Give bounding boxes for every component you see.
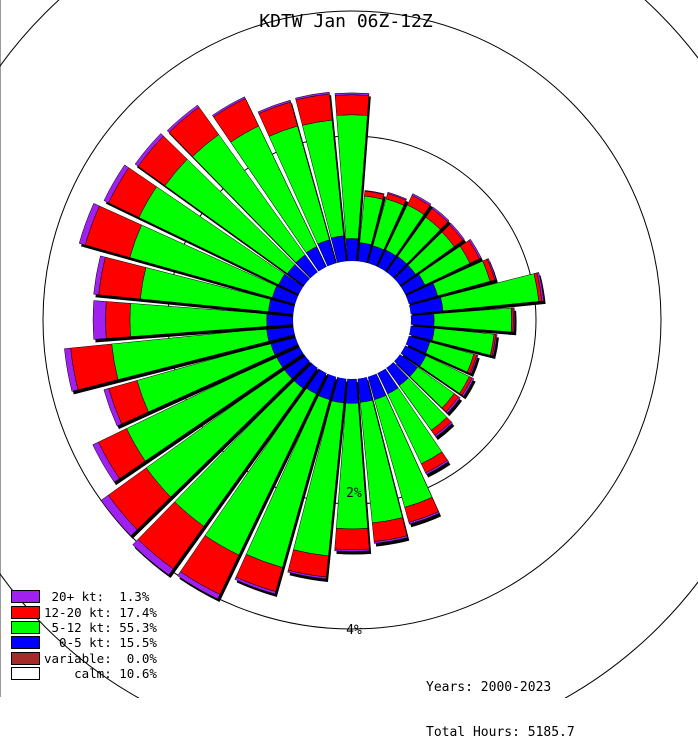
legend-label-20plus: 20+ kt: 1.3% [44,589,150,605]
bar-270-20-kt [92,300,107,340]
bar-170-20-kt [373,535,408,544]
bar-30-20-kt [411,193,432,207]
bar-220-20-kt [132,539,174,576]
bar-140-20-kt [434,421,453,438]
bar-80-20-kt [536,272,545,302]
legend-item-5-12: 5-12 kt: 55.3% [11,620,157,635]
bar-90-20-kt [512,307,515,333]
legend-label-0-5: 0-5 kt: 15.5% [44,635,157,651]
bar-180-20-kt [334,548,370,552]
ring-label-2pct: 2% [346,486,362,501]
ring-4pct [42,10,662,630]
bar-230-20-kt [100,494,138,537]
bar-160-20-kt [408,511,440,525]
legend-label-calm: calm: 10.6% [44,666,157,682]
ring-label-4pct: 4% [346,623,362,638]
bar-340-20-kt [257,99,292,114]
legend-swatch-12-20 [11,605,40,619]
legend-swatch-variable [11,651,40,665]
bar-310-20-kt [134,133,164,167]
bar-150-20-kt [425,459,449,475]
legend-label-12-20: 12-20 kt: 17.4% [44,604,157,620]
bar-130-20-kt [445,396,461,414]
bar-240-20-kt [92,441,120,483]
bar-270-12-20-kt [105,301,131,339]
bar-210-20-kt [177,571,221,600]
legend-swatch-5-12 [11,620,40,634]
bar-10-20-kt [364,190,385,195]
bar-200-20-kt [234,576,276,595]
bar-60-20-kt [468,238,482,259]
legend-label-variable: variable: 0.0% [44,650,157,666]
chart-title: KDTW Jan 06Z-12Z [259,11,433,32]
bar-70-20-kt [486,258,497,281]
bar-280-12-20-kt [98,256,147,300]
legend-label-5-12: 5-12 kt: 55.3% [44,619,157,635]
legend: 20+ kt: 1.3% 12-20 kt: 17.4% 5-12 kt: 55… [11,589,157,681]
bar-50-20-kt [449,223,465,241]
bar-280-20-kt [93,255,106,295]
bar-190-20-kt [287,570,327,580]
bar-20-20-kt [387,191,407,201]
bar-180-12-20-kt [334,528,370,550]
direction-bars [64,91,546,602]
bar-300-20-kt [103,164,130,204]
stats-block: Years: 2000-2023 Total Hours: 5185.7 [426,650,575,755]
bar-100-20-kt [491,334,498,357]
bar-40-20-kt [431,206,450,223]
bar-320-20-kt [166,104,200,133]
bar-250-20-kt [103,388,122,427]
bar-290-20-kt [78,203,100,246]
bar-110-20-kt [469,354,479,375]
legend-item-calm: calm: 10.6% [11,666,157,681]
ring-labels: 2%4%6% [346,486,362,638]
windrose-chart: KDTW Jan 06Z-12Z 2%4%6% [0,0,698,698]
figure-frame [0,0,1,697]
bar-360-0-5-kt [345,238,359,262]
bar-360-20-kt [334,92,370,96]
bar-90-0-5-kt [410,313,435,327]
years-label: Years: 2000-2023 [426,680,552,695]
legend-item-20plus: 20+ kt: 1.3% [11,589,157,604]
legend-swatch-0-5 [11,636,40,650]
bar-350-20-kt [295,91,330,101]
total-hours-label: Total Hours: 5185.7 [426,725,575,740]
legend-item-variable: variable: 0.0% [11,651,157,666]
legend-swatch-20plus [11,590,40,604]
bar-360-12-20-kt [334,94,370,116]
legend-item-0-5: 0-5 kt: 15.5% [11,635,157,650]
calm-circle [293,261,411,379]
legend-item-12-20: 12-20 kt: 17.4% [11,604,157,620]
bar-330-20-kt [212,96,246,118]
bar-120-20-kt [461,377,475,397]
legend-swatch-calm [11,667,40,681]
bar-260-20-kt [64,347,79,392]
